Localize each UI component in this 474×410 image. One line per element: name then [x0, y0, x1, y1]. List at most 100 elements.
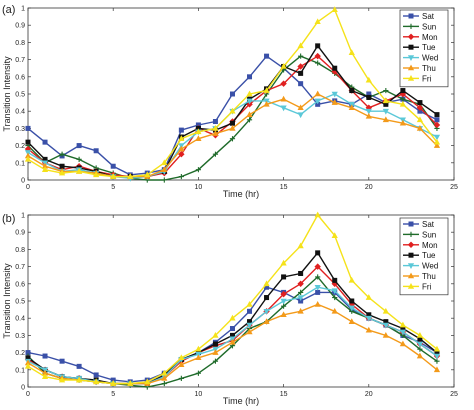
data-point [280, 298, 287, 305]
data-point [178, 145, 185, 152]
legend-marker [407, 241, 415, 249]
data-point [298, 270, 304, 276]
legend-label: Sat [422, 12, 435, 21]
data-point [212, 151, 219, 157]
data-point [93, 148, 99, 154]
data-point [331, 307, 338, 314]
data-point [417, 100, 423, 106]
data-point [195, 135, 202, 142]
data-point [434, 112, 440, 118]
data-point [161, 380, 167, 387]
legend-label: Sun [422, 22, 436, 31]
data-point [280, 80, 287, 87]
data-point [331, 232, 338, 238]
data-point [382, 307, 389, 314]
data-point [297, 280, 304, 288]
panel-label: (b) [2, 213, 15, 225]
x-tick-label: 15 [280, 391, 288, 398]
data-point [212, 124, 219, 131]
legend-entry: Fri [403, 74, 432, 83]
data-point [263, 100, 270, 107]
legend-entry: Tue [403, 43, 436, 52]
data-point [246, 328, 253, 335]
data-point [332, 294, 338, 301]
data-point [212, 331, 219, 338]
data-point [315, 250, 321, 256]
data-point [127, 173, 134, 179]
legend-entry: Mon [403, 33, 438, 42]
series-fri [24, 6, 441, 179]
x-tick-label: 25 [450, 391, 458, 398]
plot-area [27, 7, 455, 181]
data-point [110, 173, 117, 179]
y-axis-label: Transition Intensity [2, 56, 12, 132]
legend-entry: Wed [403, 262, 438, 271]
data-point [365, 108, 372, 115]
y-axis-label: Transition Intensity [2, 263, 12, 339]
data-point [348, 276, 355, 283]
data-point [297, 307, 304, 314]
data-point [93, 378, 100, 385]
x-axis-label: Time (hr) [223, 189, 259, 199]
data-point [246, 98, 253, 105]
legend-box [399, 217, 449, 296]
data-point [25, 139, 31, 145]
legend-marker [407, 74, 415, 81]
data-point [416, 124, 424, 131]
data-point [212, 130, 219, 136]
data-point [229, 120, 235, 126]
y-tick-label: 0.5 [15, 299, 25, 306]
legend-label: Fri [422, 74, 432, 83]
data-point [93, 372, 99, 378]
legend-entry: Wed [403, 54, 438, 63]
legend-entry: Sun [403, 230, 436, 239]
chart-panel-0: (a) 0 5 10 15 20 25 0 0.1 0.2 0.3 0.4 0.5 0.6 0.7 0.8 0.… [2, 4, 458, 199]
data-point [297, 112, 304, 119]
x-tick-label: 20 [365, 391, 373, 398]
legend-marker [408, 44, 414, 50]
data-point [315, 60, 321, 66]
data-point [76, 143, 82, 149]
data-point [229, 136, 236, 142]
x-tick-label: 25 [450, 184, 458, 191]
data-point [280, 63, 287, 69]
data-point [314, 263, 321, 270]
data-point [331, 288, 338, 295]
data-point [433, 366, 441, 373]
legend-entry: Sun [403, 22, 436, 31]
legend-marker [408, 13, 414, 19]
legend-marker [407, 55, 415, 62]
data-point [229, 124, 236, 131]
data-point [348, 49, 355, 56]
data-point [399, 340, 406, 347]
data-point [195, 167, 201, 173]
y-tick-label: 0.6 [15, 74, 25, 81]
data-point [314, 90, 321, 97]
data-point [314, 301, 321, 307]
data-point [229, 91, 235, 97]
data-point [161, 369, 168, 376]
data-point [349, 88, 355, 94]
data-point [76, 167, 83, 174]
data-point [110, 380, 117, 386]
data-point [264, 295, 270, 301]
data-point [195, 370, 201, 376]
data-point [383, 87, 389, 94]
data-point [315, 274, 321, 280]
legend-entry: Mon [403, 241, 438, 250]
data-point [161, 159, 168, 166]
data-point [246, 101, 253, 108]
legend-label: Mon [422, 241, 438, 250]
legend-entry: Sat [403, 220, 435, 229]
data-point [434, 117, 440, 123]
data-point [41, 373, 49, 379]
data-point [416, 116, 424, 123]
legend-marker [407, 64, 415, 71]
legend-marker [408, 23, 414, 29]
y-tick-label: 0.3 [15, 126, 25, 133]
x-tick-label: 10 [195, 391, 203, 398]
data-point [348, 318, 355, 324]
legend-marker [407, 33, 415, 41]
data-point [161, 177, 167, 183]
